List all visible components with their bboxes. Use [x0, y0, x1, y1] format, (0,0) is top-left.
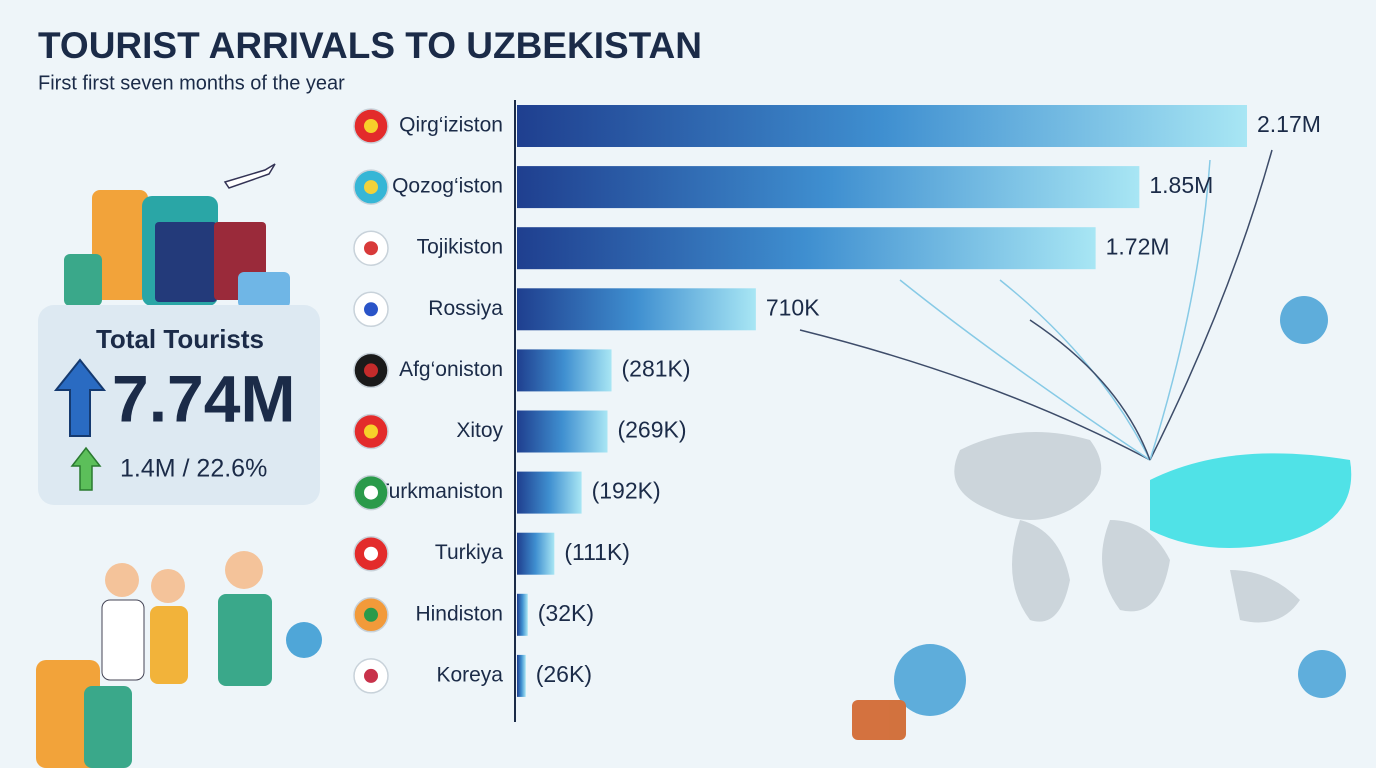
category-label: Turkiya	[435, 541, 503, 564]
bar	[517, 227, 1096, 270]
bar	[517, 532, 555, 575]
summary-growth: 1.4M / 22.6%	[120, 455, 267, 483]
value-label: 2.17M	[1257, 111, 1321, 137]
summary-panel	[38, 305, 320, 505]
bar	[517, 105, 1247, 147]
value-label: (269K)	[617, 417, 686, 443]
category-label: Qozog‘iston	[392, 175, 503, 198]
flag-emblem	[364, 241, 378, 256]
bar-chart: Qirg‘iziston 2.17M Qozog‘iston 1.85M Tojikis…	[353, 105, 1321, 697]
category-label: Turkmaniston	[377, 480, 503, 503]
subtitle: First first seven months of the year	[38, 72, 345, 94]
value-label: (32K)	[538, 600, 594, 626]
bar	[517, 471, 582, 514]
flag-emblem	[364, 546, 378, 561]
luggage-illustration	[64, 163, 290, 308]
travellers-illustration	[36, 551, 322, 768]
value-label: 1.72M	[1106, 233, 1170, 259]
bar	[517, 349, 612, 392]
flag-emblem	[364, 424, 378, 439]
category-label: Qirg‘iziston	[399, 114, 503, 137]
bar	[517, 410, 608, 453]
flag-emblem	[364, 668, 378, 683]
bar	[517, 166, 1140, 209]
up-arrow	[53, 358, 107, 437]
growth-arrow	[70, 446, 102, 491]
flag-emblem	[364, 302, 378, 317]
value-label: (192K)	[592, 478, 661, 504]
title: TOURIST ARRIVALS TO UZBEKISTAN	[38, 25, 702, 66]
category-label: Rossiya	[428, 297, 503, 320]
bar	[517, 593, 528, 636]
category-label: Hindiston	[415, 602, 503, 625]
flag-emblem	[364, 180, 378, 195]
category-label: Afg‘oniston	[399, 358, 503, 381]
bar	[517, 288, 756, 331]
value-label: (281K)	[622, 355, 691, 381]
summary-label: Total Tourists	[96, 324, 264, 354]
flag-emblem	[364, 607, 378, 622]
summary-total: 7.74M	[112, 361, 295, 435]
value-label: 710K	[766, 294, 820, 320]
value-label: 1.85M	[1149, 172, 1213, 198]
flag-emblem	[364, 119, 378, 133]
value-label: (26K)	[536, 661, 592, 687]
flag-emblem	[364, 363, 378, 378]
bar	[517, 654, 526, 697]
category-label: Koreya	[436, 663, 503, 686]
flag-emblem	[364, 485, 378, 500]
category-label: Tojikiston	[417, 236, 503, 259]
map-illustration	[799, 149, 1352, 740]
value-label: (111K)	[564, 539, 630, 565]
category-label: Xitoy	[456, 419, 503, 442]
